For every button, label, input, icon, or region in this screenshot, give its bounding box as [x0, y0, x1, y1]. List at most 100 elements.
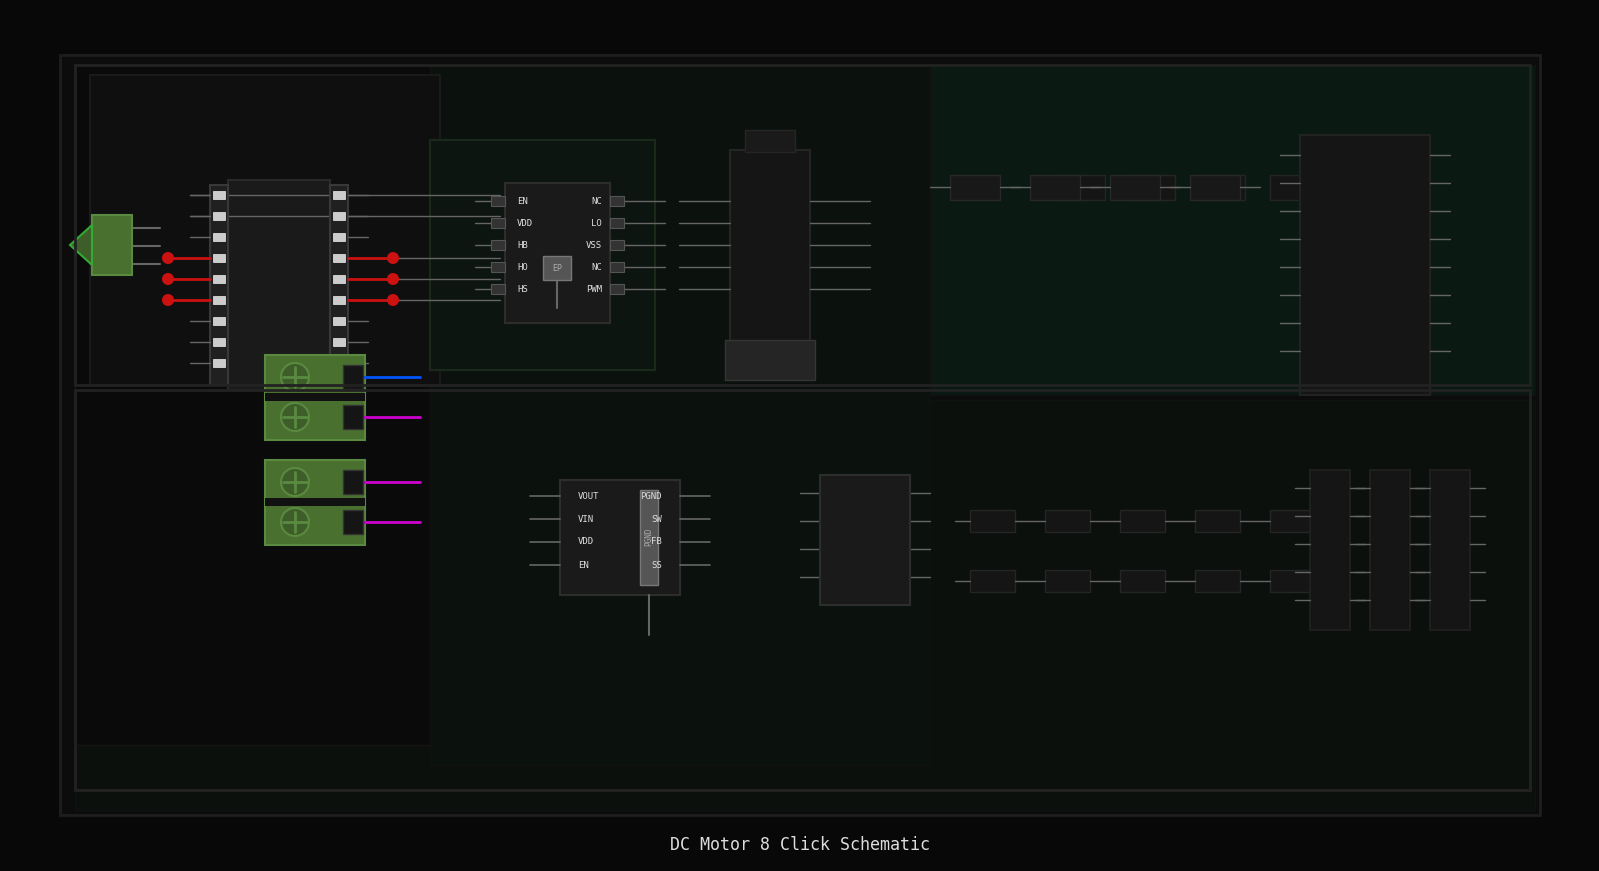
Bar [1130, 175, 1175, 200]
Bar [491, 284, 505, 294]
Bar [1060, 175, 1105, 200]
Bar [90, 75, 440, 385]
Bar [1194, 570, 1239, 592]
Bar [344, 405, 363, 429]
Text: NC: NC [592, 197, 601, 206]
Bar [213, 359, 225, 367]
Circle shape [161, 252, 174, 264]
Bar [75, 65, 465, 745]
Bar [333, 359, 345, 367]
Bar [93, 215, 133, 275]
Text: PGND: PGND [641, 491, 662, 501]
Bar [61, 55, 1540, 815]
Text: VIN: VIN [577, 515, 595, 523]
Bar [950, 175, 999, 200]
Bar [213, 233, 225, 241]
Text: PGND: PGND [644, 528, 654, 546]
Circle shape [387, 252, 400, 264]
Text: LO: LO [592, 219, 601, 227]
Text: EN: EN [516, 197, 528, 206]
Bar [1046, 570, 1091, 592]
Bar [344, 365, 363, 389]
Text: VOUT: VOUT [577, 491, 600, 501]
Bar [820, 475, 910, 605]
Circle shape [281, 508, 309, 536]
Text: NC: NC [592, 262, 601, 272]
Bar [1270, 510, 1314, 532]
Bar [745, 130, 795, 152]
Bar [560, 480, 680, 595]
Text: HS: HS [516, 285, 528, 294]
Text: DC Motor 8 Click Schematic: DC Motor 8 Click Schematic [670, 836, 931, 854]
Text: PWM: PWM [585, 285, 601, 294]
Bar [265, 355, 365, 440]
Bar [333, 191, 345, 199]
Bar [229, 180, 329, 390]
Text: VDD: VDD [577, 537, 595, 546]
Bar [609, 240, 624, 250]
Bar [609, 262, 624, 272]
Bar [213, 275, 225, 283]
Bar [213, 296, 225, 304]
Bar [1270, 570, 1314, 592]
Bar [333, 296, 345, 304]
Bar [1110, 175, 1159, 200]
Circle shape [387, 273, 400, 285]
Bar [609, 218, 624, 228]
Text: HO: HO [516, 262, 528, 272]
Bar [731, 150, 811, 370]
Bar [344, 510, 363, 534]
Bar [333, 254, 345, 262]
Text: HB: HB [516, 240, 528, 249]
Bar [333, 317, 345, 325]
Bar [971, 570, 1015, 592]
Bar [430, 140, 656, 370]
Bar [491, 218, 505, 228]
Bar [344, 470, 363, 494]
Circle shape [387, 294, 400, 306]
Bar [1119, 570, 1166, 592]
Bar [505, 183, 609, 323]
Bar [333, 275, 345, 283]
Bar [1194, 510, 1239, 532]
Bar [333, 338, 345, 346]
Bar [1370, 470, 1410, 630]
Bar [1119, 510, 1166, 532]
Bar [209, 185, 229, 385]
Bar [971, 510, 1015, 532]
Bar [265, 498, 365, 506]
Bar [1310, 470, 1350, 630]
Text: VDD: VDD [516, 219, 532, 227]
Bar [491, 196, 505, 206]
Bar [213, 317, 225, 325]
Bar [265, 460, 365, 545]
Text: FB: FB [651, 537, 662, 546]
Bar [1030, 175, 1079, 200]
Bar [75, 65, 1535, 395]
Bar [329, 185, 349, 385]
Bar [265, 393, 365, 401]
Bar [1300, 135, 1430, 395]
Bar [491, 240, 505, 250]
Bar [609, 284, 624, 294]
Bar [724, 340, 815, 380]
Text: EP: EP [552, 264, 561, 273]
Bar [544, 256, 571, 280]
Text: EN: EN [577, 561, 588, 570]
Bar [491, 262, 505, 272]
Bar [609, 196, 624, 206]
Circle shape [161, 294, 174, 306]
Bar [75, 390, 1530, 790]
Text: SW: SW [651, 515, 662, 523]
Bar [1190, 175, 1239, 200]
Circle shape [161, 273, 174, 285]
Circle shape [281, 468, 309, 496]
Bar [1199, 175, 1246, 200]
Text: VSS: VSS [585, 240, 601, 249]
Bar [640, 490, 659, 585]
Text: SS: SS [651, 561, 662, 570]
Bar [75, 400, 1535, 810]
Bar [75, 65, 1530, 385]
Bar [1270, 175, 1314, 200]
Bar [1430, 470, 1469, 630]
